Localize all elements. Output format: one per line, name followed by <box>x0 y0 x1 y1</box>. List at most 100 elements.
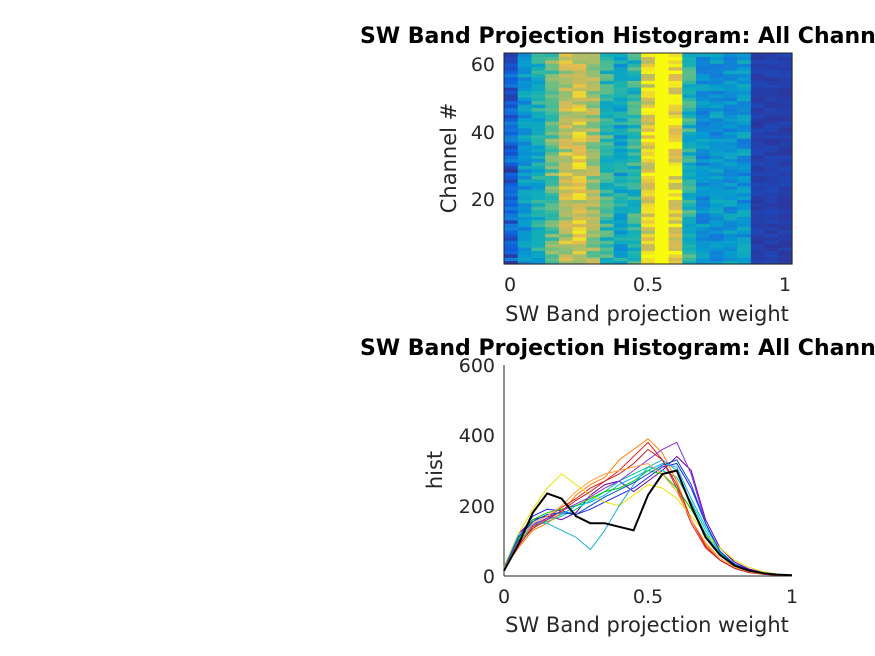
heatmap-cell <box>517 141 533 146</box>
heatmap-cell <box>517 97 533 102</box>
heatmap-cell <box>764 219 779 224</box>
heatmap-cell <box>627 76 642 81</box>
heatmap-cell <box>572 110 587 115</box>
heatmap-cell <box>764 246 779 251</box>
heatmap-cell <box>613 233 629 238</box>
heatmap-cell <box>737 138 752 143</box>
heatmap-cell <box>531 226 546 231</box>
heatmap-cell <box>558 202 574 207</box>
heatmap-cell <box>572 195 587 200</box>
heatmap-cell <box>586 73 601 78</box>
heatmap-cell <box>709 151 725 156</box>
heatmap-cell <box>558 260 574 265</box>
heatmap-cell <box>531 138 546 143</box>
heatmap-cell <box>627 148 642 153</box>
heatmap-cell <box>586 212 601 217</box>
heatmap-cell <box>504 83 519 88</box>
heatmap-cell <box>737 56 752 61</box>
heatmap-cell <box>750 192 766 197</box>
heatmap-cell <box>778 97 793 102</box>
heatmap-cell <box>504 240 519 245</box>
heatmap-cell <box>531 73 546 78</box>
heatmap-cell <box>572 226 587 231</box>
heatmap-cell <box>654 107 670 112</box>
heatmap-cell <box>696 212 711 217</box>
heatmap-cell <box>613 114 629 119</box>
heatmap-cell <box>613 202 629 207</box>
heatmap-cell <box>654 73 670 78</box>
heatmap-cell <box>737 246 752 251</box>
heatmap-cell <box>668 100 683 105</box>
heatmap-cell <box>764 76 779 81</box>
heatmap-cell <box>558 148 574 153</box>
heatmap-cell <box>696 59 711 64</box>
heatmap-cell <box>613 104 629 109</box>
heatmap-cell <box>737 148 752 153</box>
heatmap-cell <box>504 59 519 64</box>
heatmap-cell <box>750 260 766 265</box>
heatmap-cell <box>737 199 752 204</box>
heatmap-cell <box>709 223 725 228</box>
heatmap-cell <box>531 53 546 57</box>
heatmap-cell <box>586 66 601 71</box>
heatmap-cell <box>558 178 574 183</box>
heatmap-cell <box>696 93 711 98</box>
heatmap-cell <box>517 195 533 200</box>
heatmap-cell <box>696 206 711 211</box>
heatmap-cell <box>641 195 656 200</box>
heatmap-cell <box>545 53 560 57</box>
heatmap-cell <box>641 104 656 109</box>
heatmap-cell <box>709 107 725 112</box>
heatmap-cell <box>764 80 779 85</box>
heatmap-cell <box>696 70 711 75</box>
heatmap-cell <box>572 192 587 197</box>
heatmap-cell <box>600 117 615 122</box>
heatmap-cell <box>709 250 725 255</box>
heatmap-cell <box>641 168 656 173</box>
heatmap-cell <box>627 158 642 163</box>
heatmap-cell <box>572 161 587 166</box>
heatmap-cell <box>586 253 601 258</box>
heatmap-cell <box>654 240 670 245</box>
heatmap-cell <box>641 144 656 149</box>
heatmap-cell <box>682 229 697 234</box>
heatmap-cell <box>668 141 683 146</box>
heatmap-cell <box>696 107 711 112</box>
heatmap-cell <box>600 80 615 85</box>
heatmap-cell <box>545 192 560 197</box>
heatmap-cell <box>668 189 683 194</box>
heatmap-cell <box>668 202 683 207</box>
heatmap-cell <box>517 155 533 160</box>
heatmap-cell <box>572 138 587 143</box>
heatmap-cell <box>600 168 615 173</box>
heatmap-cell <box>723 104 738 109</box>
heatmap-cell <box>641 240 656 245</box>
heatmap-cell <box>764 216 779 221</box>
heatmap-cell <box>586 121 601 126</box>
heatmap-cell <box>696 151 711 156</box>
heatmap-cell <box>750 212 766 217</box>
heatmap-cell <box>654 63 670 68</box>
heatmap-cell <box>572 229 587 234</box>
heatmap-cell <box>750 80 766 85</box>
heatmap-cell <box>764 243 779 248</box>
heatmap-cell <box>613 134 629 139</box>
heatmap-cell <box>627 223 642 228</box>
heatmap-cell <box>778 229 793 234</box>
heatmap-cell <box>627 209 642 214</box>
heatmap-cell <box>627 246 642 251</box>
heatmap-cell <box>613 253 629 258</box>
heatmap-cell <box>723 131 738 136</box>
heatmap-cell <box>600 233 615 238</box>
heatmap-cell <box>531 121 546 126</box>
heatmap-cell <box>709 212 725 217</box>
heatmap-cell <box>737 90 752 95</box>
heatmap-cell <box>709 257 725 262</box>
heatmap-cell <box>545 168 560 173</box>
heatmap-cell <box>517 219 533 224</box>
heatmap-cell <box>750 63 766 68</box>
heatmap-cell <box>586 124 601 129</box>
heatmap-cell <box>517 90 533 95</box>
heatmap-cell <box>613 148 629 153</box>
heatmap-cell <box>627 73 642 78</box>
